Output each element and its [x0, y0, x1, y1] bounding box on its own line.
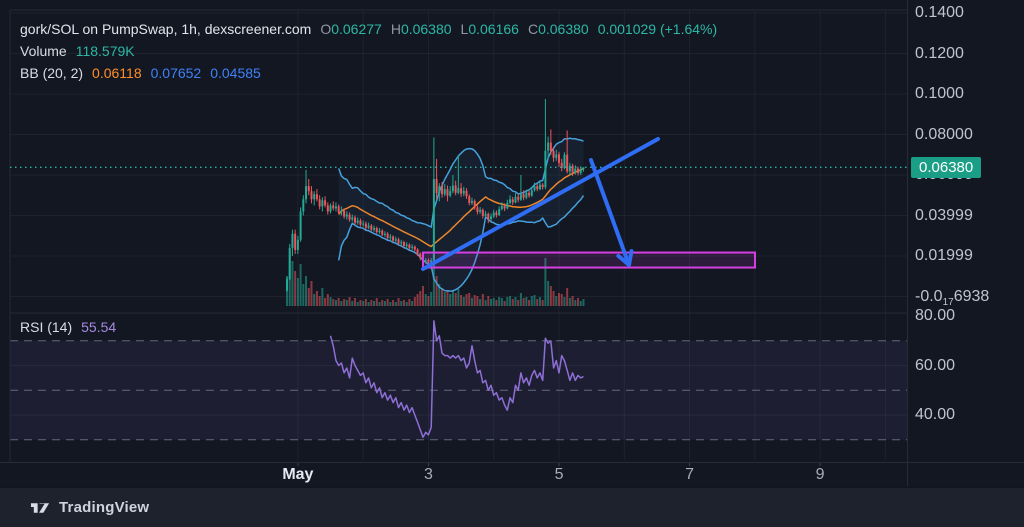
price-tick: 0.1200 [915, 44, 964, 62]
rsi-tick: 80.00 [915, 307, 956, 324]
price-range-rectangle [422, 251, 756, 269]
bb-label: BB (20, 2) [20, 65, 84, 81]
volume-value: 118.579K [75, 43, 135, 59]
bottom-toolbar: TradingView [0, 487, 1024, 527]
bb-lower-value: 0.04585 [210, 65, 261, 81]
arrow-head [616, 249, 634, 267]
bb-upper-value: 0.07652 [150, 65, 202, 81]
tradingview-logo-icon [30, 502, 50, 513]
time-axis[interactable]: May 3 5 7 9 [0, 462, 1024, 487]
price-tick: 0.1400 [915, 4, 964, 21]
symbol-title: gork/SOL on PumpSwap, 1h, dexscreener.co… [20, 21, 312, 37]
rsi-tick: 40.00 [915, 406, 956, 423]
user-drawings [421, 136, 756, 271]
tradingview-logo-text: TradingView [59, 499, 150, 516]
time-tick: May [282, 466, 314, 483]
time-tick: 7 [685, 466, 695, 483]
symbol-legend-row[interactable]: gork/SOL on PumpSwap, 1h, dexscreener.co… [20, 18, 717, 40]
ohlc-low: L 0.06166 [460, 21, 519, 37]
bb-legend-row[interactable]: BB (20, 2) 0.06118 0.07652 0.04585 [20, 62, 717, 84]
price-tick-near-zero: -0.0176938 [915, 287, 990, 308]
rsi-legend-row[interactable]: RSI (14) 55.54 [20, 316, 116, 338]
time-tick: 3 [424, 466, 433, 483]
time-tick: 5 [554, 466, 564, 483]
price-axis[interactable]: -0.0176938 0.1400 0.1200 0.1000 0.08000 0.06… [908, 0, 1024, 462]
time-tick: 9 [815, 466, 825, 483]
price-tick: 0.08000 [915, 125, 973, 143]
price-tick: 0.03999 [915, 206, 973, 224]
rsi-tick: 60.00 [915, 356, 956, 374]
tradingview-logo[interactable]: TradingView [30, 499, 149, 517]
ohlc-close: C 0.06380 [527, 21, 589, 37]
arrow-shaft [589, 158, 631, 267]
price-tick: 0.1000 [915, 85, 964, 102]
ohlc-high: H 0.06380 [390, 21, 452, 37]
main-pane-legend: gork/SOL on PumpSwap, 1h, dexscreener.co… [20, 18, 717, 84]
volume-label: Volume [20, 43, 67, 59]
ohlc-open: O 0.06277 [320, 21, 382, 37]
last-price-badge: 0.06380 [911, 156, 982, 178]
price-change: 0.001029 (+1.64%) [597, 21, 718, 37]
volume-legend-row[interactable]: Volume 118.579K [20, 40, 717, 62]
rsi-value: 55.54 [81, 319, 117, 335]
price-tick: 0.01999 [915, 247, 973, 264]
bb-basis-value: 0.06118 [92, 65, 142, 81]
trend-line [421, 136, 660, 271]
rsi-label: RSI (14) [20, 319, 73, 335]
chart-canvas[interactable] [0, 0, 908, 486]
